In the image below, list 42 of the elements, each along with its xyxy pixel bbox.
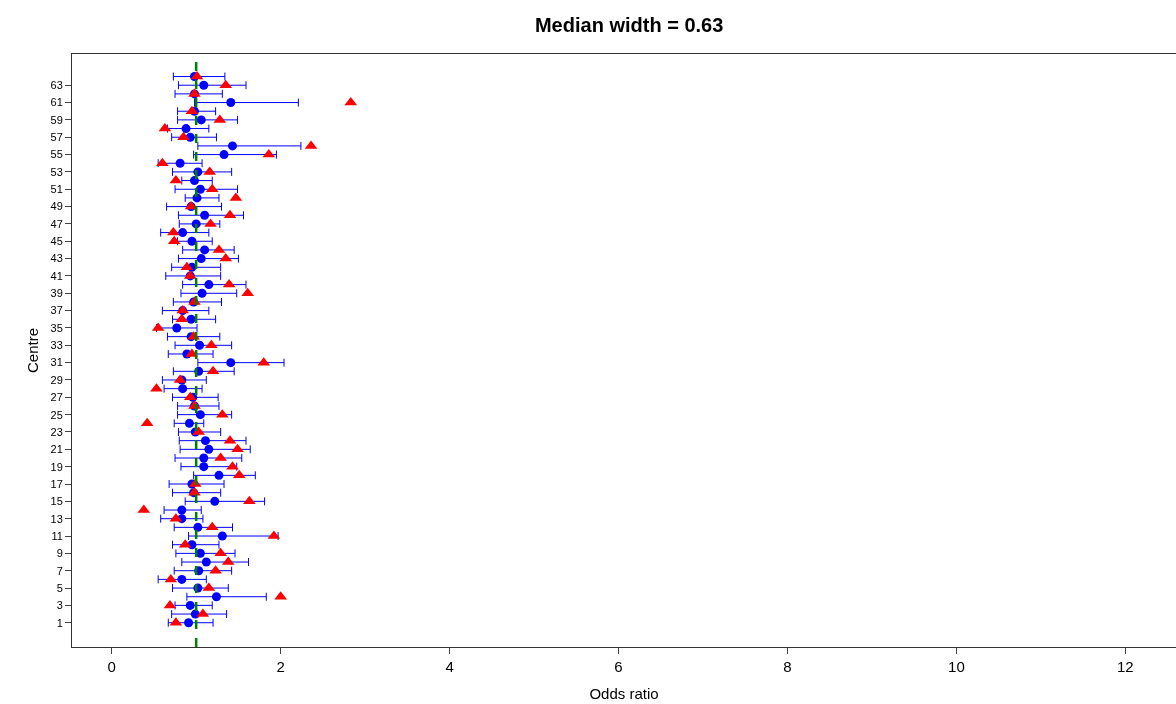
y-tick-label: 15 [50,495,63,508]
y-tick-label: 55 [50,148,63,161]
y-tick-label: 63 [50,79,63,92]
x-tick-label: 8 [783,658,792,675]
y-tick-label: 53 [50,165,63,178]
x-axis-title: Odds ratio [589,685,659,702]
y-tick-label: 27 [50,391,63,404]
y-tick-label: 17 [50,477,63,490]
x-tick-label: 0 [107,658,116,675]
y-tick-label: 19 [50,460,63,473]
y-tick-label: 41 [50,269,63,282]
y-tick-label: 5 [56,581,63,594]
y-axis-title: Centre [23,327,41,374]
y-tick-label: 59 [50,113,63,126]
y-tick-label: 21 [50,443,63,456]
y-tick-label: 51 [50,183,63,196]
y-tick-label: 9 [56,547,63,560]
y-tick-label: 57 [50,131,63,144]
y-tick-label: 39 [50,287,63,300]
y-tick-label: 61 [50,96,63,109]
y-tick-label: 1 [56,616,63,629]
y-tick-label: 43 [50,252,63,265]
y-tick-label: 29 [50,373,63,386]
y-tick-label: 23 [50,425,63,438]
y-tick-label: 37 [50,304,63,317]
x-tick-label: 4 [445,658,454,675]
y-tick-label: 31 [50,356,63,369]
y-tick-label: 13 [50,512,63,525]
y-tick-label: 11 [51,529,63,542]
x-tick-label: 6 [614,658,623,675]
y-tick-label: 35 [50,321,63,334]
y-tick-label: 49 [50,200,63,213]
y-tick-label: 3 [56,599,63,612]
y-tick-label: 47 [50,217,63,230]
y-tick-label: 33 [50,339,63,352]
y-tick-label: 7 [56,564,63,577]
y-tick-label: 45 [50,235,63,248]
x-tick-label: 10 [948,658,965,675]
chart-title: Median width = 0.63 [534,13,724,36]
x-tick-label: 2 [276,658,285,675]
y-tick-label: 25 [50,408,63,421]
x-tick-label: 12 [1116,658,1134,675]
